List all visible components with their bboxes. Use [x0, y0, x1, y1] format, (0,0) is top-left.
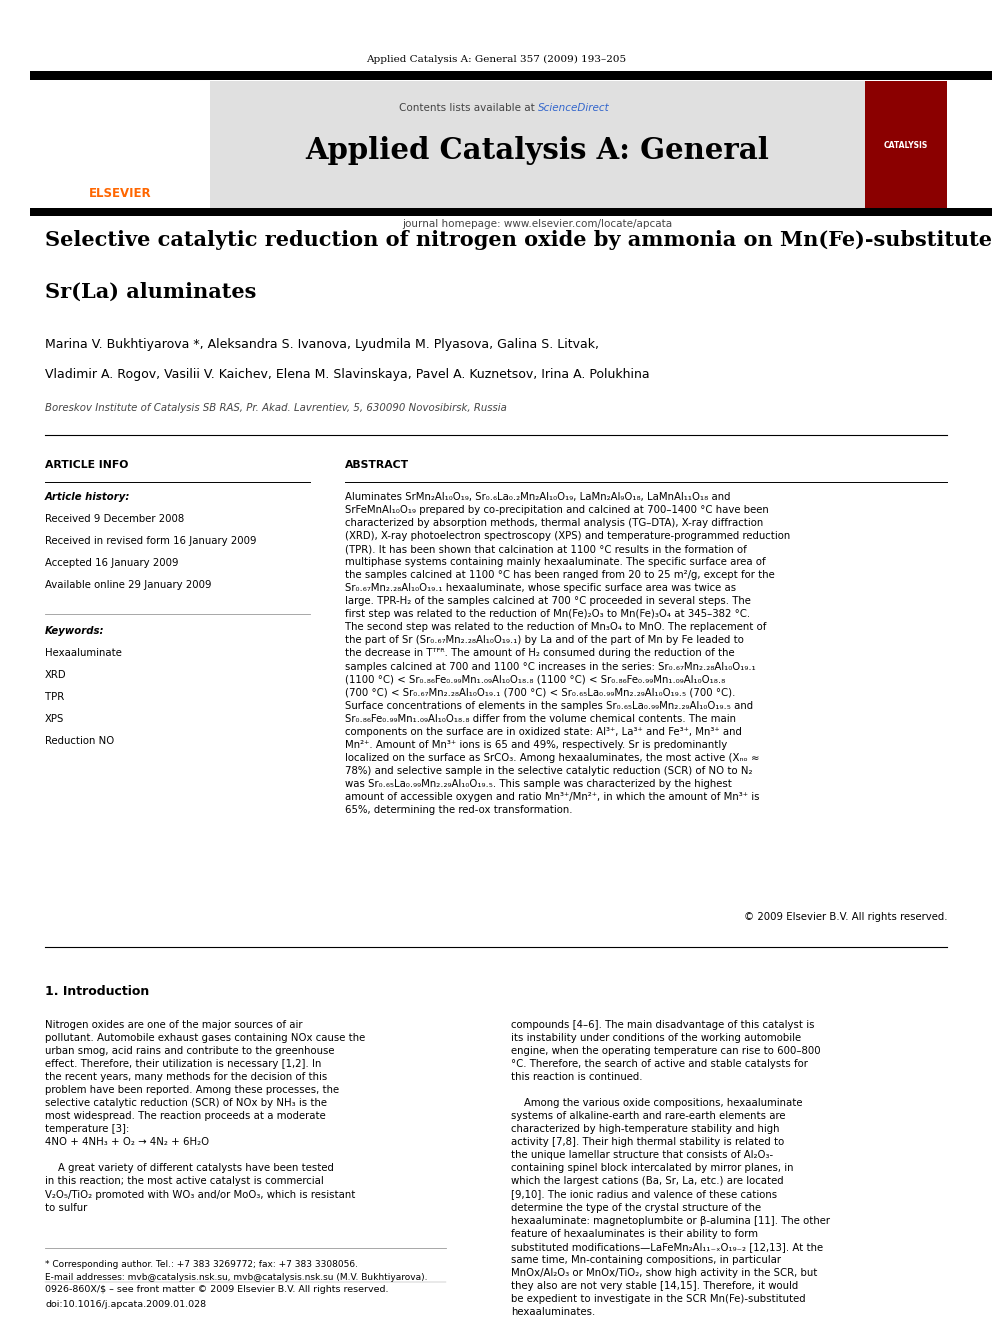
Text: Keywords:: Keywords:: [45, 626, 104, 636]
Text: Received in revised form 16 January 2009: Received in revised form 16 January 2009: [45, 536, 257, 546]
Bar: [865, 81, 947, 208]
Text: compounds [4–6]. The main disadvantage of this catalyst is
its instability under: compounds [4–6]. The main disadvantage o…: [511, 1020, 830, 1316]
Text: ELSEVIER: ELSEVIER: [88, 187, 152, 200]
Text: Aluminates SrMn₂Al₁₀O₁₉, Sr₀.₆La₀.₂Mn₂Al₁₀O₁₉, LaMn₂Al₉O₁₈, LaMnAl₁₁O₁₈ and
SrFe: Aluminates SrMn₂Al₁₀O₁₉, Sr₀.₆La₀.₂Mn₂Al…: [345, 492, 791, 815]
Text: Vladimir A. Rogov, Vasilii V. Kaichev, Elena M. Slavinskaya, Pavel A. Kuznetsov,: Vladimir A. Rogov, Vasilii V. Kaichev, E…: [45, 368, 650, 381]
Text: Available online 29 January 2009: Available online 29 January 2009: [45, 579, 211, 590]
Bar: [210, 81, 865, 208]
Text: 0926-860X/$ – see front matter © 2009 Elsevier B.V. All rights reserved.: 0926-860X/$ – see front matter © 2009 El…: [45, 1285, 389, 1294]
Text: Boreskov Institute of Catalysis SB RAS, Pr. Akad. Lavrentiev, 5, 630090 Novosibi: Boreskov Institute of Catalysis SB RAS, …: [45, 404, 507, 413]
Text: Sr(La) aluminates: Sr(La) aluminates: [45, 282, 256, 302]
Text: ARTICLE INFO: ARTICLE INFO: [45, 460, 128, 470]
Text: * Corresponding author. Tel.: +7 383 3269772; fax: +7 383 3308056.: * Corresponding author. Tel.: +7 383 326…: [45, 1259, 358, 1269]
Text: XPS: XPS: [45, 714, 64, 724]
Text: E-mail addresses: mvb@catalysis.nsk.su, mvb@catalysis.nsk.su (M.V. Bukhtiyarova): E-mail addresses: mvb@catalysis.nsk.su, …: [45, 1273, 428, 1282]
Text: Applied Catalysis A: General: Applied Catalysis A: General: [306, 136, 770, 165]
Text: ScienceDirect: ScienceDirect: [538, 103, 609, 112]
Text: Received 9 December 2008: Received 9 December 2008: [45, 515, 185, 524]
Text: Article history:: Article history:: [45, 492, 130, 501]
Text: ABSTRACT: ABSTRACT: [345, 460, 409, 470]
Text: doi:10.1016/j.apcata.2009.01.028: doi:10.1016/j.apcata.2009.01.028: [45, 1301, 206, 1308]
Text: Hexaaluminate: Hexaaluminate: [45, 648, 122, 658]
Bar: [30, 71, 992, 79]
Text: Accepted 16 January 2009: Accepted 16 January 2009: [45, 558, 179, 568]
Text: Applied Catalysis A: General 357 (2009) 193–205: Applied Catalysis A: General 357 (2009) …: [366, 56, 626, 64]
Text: journal homepage: www.elsevier.com/locate/apcata: journal homepage: www.elsevier.com/locat…: [403, 220, 673, 229]
Text: Marina V. Bukhtiyarova *, Aleksandra S. Ivanova, Lyudmila M. Plyasova, Galina S.: Marina V. Bukhtiyarova *, Aleksandra S. …: [45, 337, 599, 351]
Text: XRD: XRD: [45, 669, 66, 680]
Bar: [30, 208, 992, 217]
Text: 1. Introduction: 1. Introduction: [45, 986, 149, 998]
Text: © 2009 Elsevier B.V. All rights reserved.: © 2009 Elsevier B.V. All rights reserved…: [743, 912, 947, 922]
Text: TPR: TPR: [45, 692, 64, 703]
Text: Reduction NO: Reduction NO: [45, 736, 114, 746]
Text: CATALYSIS: CATALYSIS: [884, 142, 929, 149]
Text: Selective catalytic reduction of nitrogen oxide by ammonia on Mn(Fe)-substituted: Selective catalytic reduction of nitroge…: [45, 230, 992, 250]
Text: Nitrogen oxides are one of the major sources of air
pollutant. Automobile exhaus: Nitrogen oxides are one of the major sou…: [45, 1020, 365, 1213]
Text: Contents lists available at: Contents lists available at: [399, 103, 538, 112]
